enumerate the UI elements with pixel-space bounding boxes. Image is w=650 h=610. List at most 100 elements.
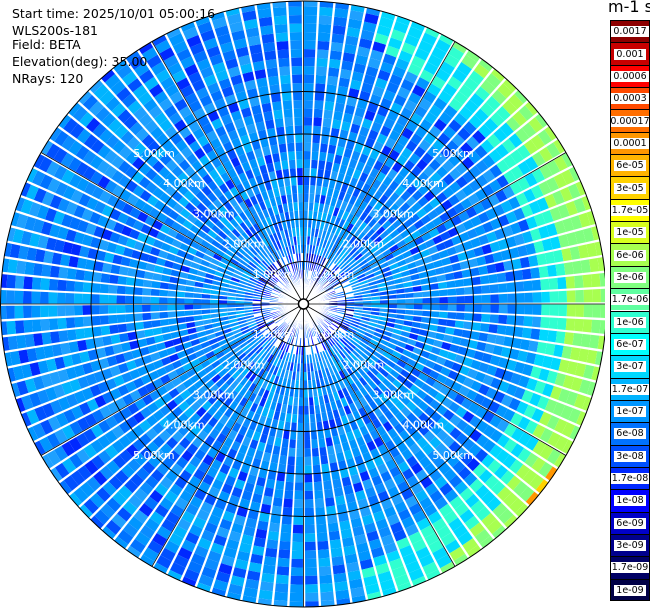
radar-gate (214, 421, 225, 433)
radar-gate (65, 280, 76, 292)
radar-gate (159, 289, 169, 297)
radar-gate (181, 576, 197, 587)
radar-gate (358, 126, 370, 137)
radar-gate (285, 481, 295, 491)
radar-gate (175, 497, 189, 511)
radar-gate (21, 394, 34, 411)
radar-gate (348, 195, 357, 206)
radar-gate (237, 352, 247, 361)
radar-gate (250, 402, 259, 413)
radar-gate (303, 117, 313, 126)
radar-gate (105, 519, 122, 536)
radar-gate (292, 524, 304, 534)
radar-gate (102, 526, 117, 540)
radar-gate (57, 279, 67, 292)
radar-gate (590, 272, 601, 288)
radar-gate (367, 357, 377, 367)
radar-gate (371, 265, 381, 273)
radar-gate (89, 80, 104, 94)
radar-gate (153, 90, 169, 105)
radar-gate (334, 2, 350, 10)
radar-gate (237, 247, 247, 256)
radar-gate (327, 144, 337, 155)
radar-gate (165, 511, 181, 525)
radar-gate (489, 443, 503, 458)
radar-gate (378, 193, 389, 205)
radar-gate (362, 478, 374, 490)
radar-gate (198, 574, 215, 587)
radar-gate (261, 370, 269, 380)
radar-gate (407, 63, 422, 77)
radar-gate (69, 492, 83, 507)
radar-gate (582, 227, 595, 243)
radar-gate (142, 288, 152, 296)
radar-gate (228, 366, 238, 377)
radar-gate (343, 404, 352, 415)
radar-gate (295, 142, 303, 152)
radar-gate (565, 200, 578, 216)
radar-gate (491, 89, 507, 105)
radar-gate (314, 254, 319, 264)
radar-gate (363, 348, 373, 358)
radar-gate (384, 409, 395, 421)
radar-gate (440, 561, 455, 574)
radar-gate (112, 343, 123, 355)
radar-gate (495, 105, 511, 121)
radar-gate (182, 26, 199, 40)
radar-gate (240, 231, 250, 241)
radar-gate (328, 325, 337, 333)
radar-gate (395, 313, 405, 320)
radar-gate (389, 368, 400, 379)
radar-gate (465, 248, 476, 260)
radar-gate (286, 404, 293, 414)
radar-gate (326, 445, 336, 455)
ring-label: 2.00km (223, 238, 265, 251)
radar-gate (116, 285, 126, 295)
radar-gate (187, 353, 198, 362)
ring-label: 1.00km (253, 328, 295, 341)
ray-separator (306, 305, 558, 470)
radar-gate (235, 373, 245, 384)
ring-label: 3.00km (193, 207, 235, 220)
radar-gate (198, 336, 209, 344)
radar-gate (345, 343, 355, 352)
radar-gate (250, 553, 264, 565)
radar-gate (53, 384, 66, 399)
radar-gate (528, 116, 544, 133)
radar-gate (145, 336, 156, 346)
radar-gate (358, 37, 373, 50)
radar-gate (221, 555, 236, 567)
radar-gate (388, 73, 403, 86)
radar-gate (279, 350, 286, 360)
radar-gate (266, 67, 279, 78)
radar-gate (176, 291, 186, 298)
radar-gate (226, 538, 240, 551)
radar-gate (239, 386, 248, 397)
radar-gate (68, 255, 79, 269)
radar-gate (117, 323, 128, 334)
radar-gate (220, 425, 232, 437)
radar-gate (429, 489, 444, 503)
radar-gate (239, 190, 249, 201)
radar-gate (198, 384, 209, 396)
radar-gate (524, 155, 539, 171)
radar-gate (324, 284, 332, 290)
radar-gate (46, 432, 61, 449)
radar-gate (142, 547, 159, 562)
radar-gate (465, 135, 480, 150)
radar-gate (213, 326, 223, 333)
radar-gate (304, 397, 309, 406)
radar-gate (344, 203, 354, 213)
radar-gate (53, 130, 69, 147)
radar-gate (208, 514, 222, 527)
radar-gate (364, 331, 374, 339)
radar-gate (279, 412, 287, 422)
radar-gate (436, 223, 447, 234)
radar-gate (384, 45, 400, 58)
radar-gate (234, 393, 244, 404)
radar-gate (475, 406, 488, 419)
nrays-label: NRays: 120 (12, 71, 84, 86)
radar-gate (394, 185, 406, 197)
radar-gate (343, 346, 352, 355)
radar-gate (533, 353, 545, 367)
